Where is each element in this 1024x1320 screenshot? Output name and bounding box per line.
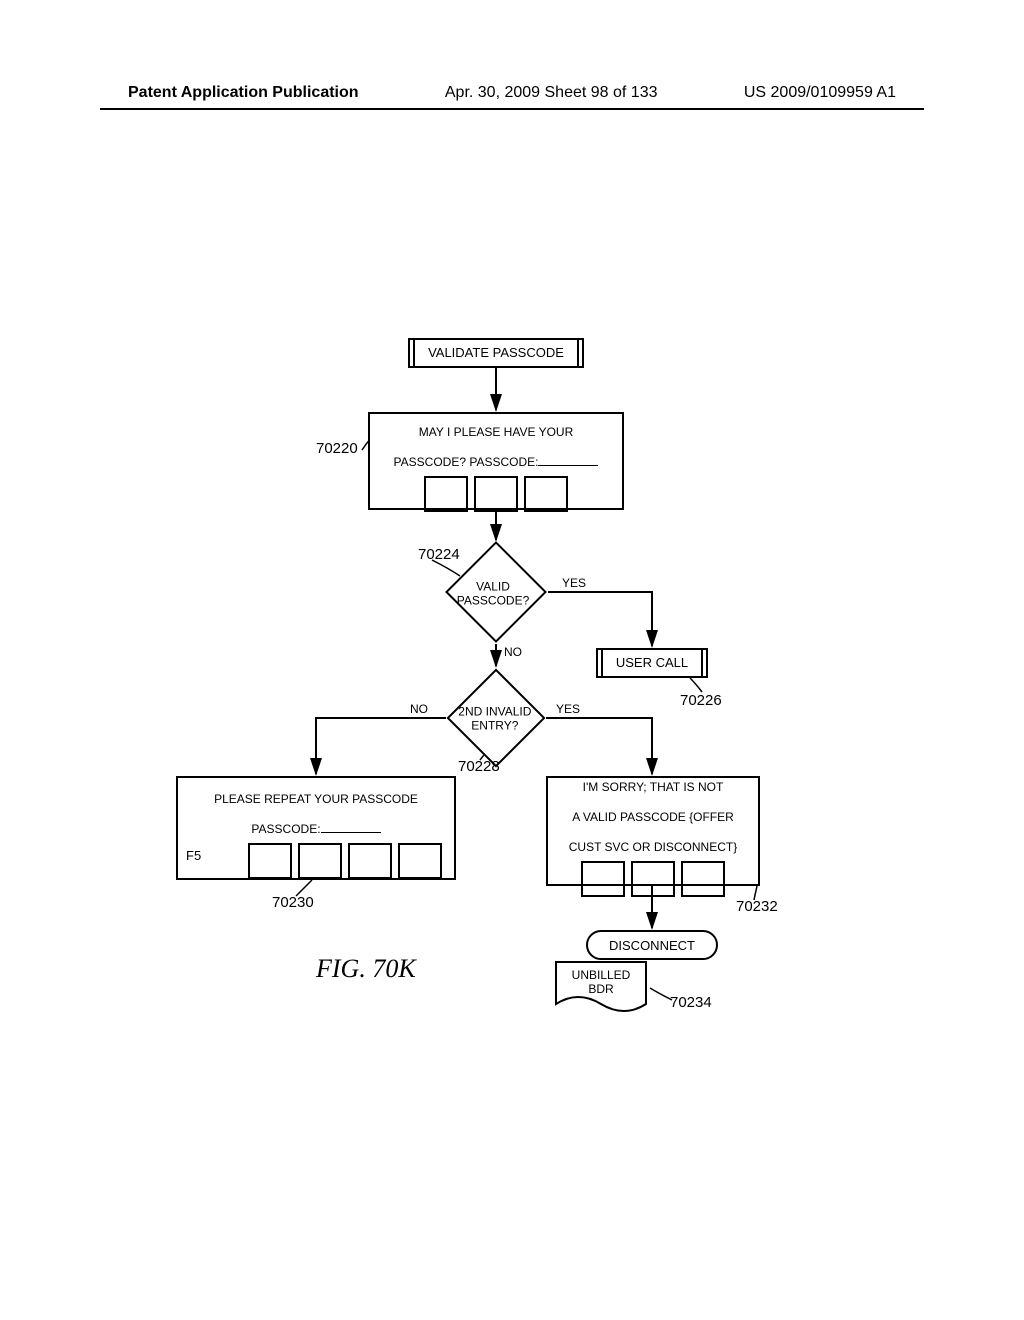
- io-line2: PASSCODE:: [251, 822, 320, 836]
- decision-label: VALIDPASSCODE?: [445, 581, 540, 609]
- io-text: I'M SORRY; THAT IS NOT A VALID PASSCODE …: [556, 765, 750, 855]
- node-label: UNBILLEDBDR: [556, 968, 646, 997]
- io-slots: [378, 476, 614, 512]
- slot: [424, 476, 468, 512]
- io-slots: [186, 843, 446, 879]
- slot: [631, 861, 675, 897]
- edge-label-no: NO: [408, 702, 430, 716]
- slot: [524, 476, 568, 512]
- slot: [581, 861, 625, 897]
- ref-70228: 70228: [458, 758, 500, 775]
- io-text: PLEASE REPEAT YOUR PASSCODE PASSCODE:: [186, 777, 446, 837]
- io-line2: A VALID PASSCODE {OFFER: [572, 810, 734, 824]
- edge-label-yes: YES: [560, 576, 588, 590]
- node-label: USER CALL: [616, 655, 688, 671]
- node-invalid-offer: I'M SORRY; THAT IS NOT A VALID PASSCODE …: [546, 776, 760, 886]
- slot: [474, 476, 518, 512]
- io-line3: CUST SVC OR DISCONNECT}: [569, 840, 737, 854]
- blank-line: [321, 822, 381, 833]
- flowchart-edges: [0, 0, 1024, 1320]
- ref-70224: 70224: [418, 546, 460, 563]
- figure-title: FIG. 70K: [316, 954, 416, 984]
- node-user-call: USER CALL: [596, 648, 708, 678]
- ref-70220: 70220: [316, 440, 358, 457]
- slot: [298, 843, 342, 879]
- ref-70234: 70234: [670, 994, 712, 1011]
- io-slots: [556, 861, 750, 897]
- ref-70226: 70226: [680, 692, 722, 709]
- node-disconnect: DISCONNECT: [586, 930, 718, 960]
- io-line1: MAY I PLEASE HAVE YOUR: [419, 425, 574, 439]
- io-line1: I'M SORRY; THAT IS NOT: [583, 780, 724, 794]
- node-validate-passcode: VALIDATE PASSCODE: [408, 338, 584, 368]
- slot: [681, 861, 725, 897]
- ref-70232: 70232: [736, 898, 778, 915]
- f5-label: F5: [186, 848, 201, 864]
- io-line1: PLEASE REPEAT YOUR PASSCODE: [214, 792, 418, 806]
- slot: [248, 843, 292, 879]
- node-repeat-passcode: PLEASE REPEAT YOUR PASSCODE PASSCODE: F5: [176, 776, 456, 880]
- edge-label-yes: YES: [554, 702, 582, 716]
- flowchart-canvas: VALIDATE PASSCODE MAY I PLEASE HAVE YOUR…: [0, 0, 1024, 1320]
- edge-label-no: NO: [502, 645, 524, 659]
- node-prompt-passcode: MAY I PLEASE HAVE YOUR PASSCODE? PASSCOD…: [368, 412, 624, 510]
- ref-70230: 70230: [272, 894, 314, 911]
- io-line2: PASSCODE? PASSCODE:: [394, 455, 539, 469]
- slot: [348, 843, 392, 879]
- slot: [398, 843, 442, 879]
- node-label: DISCONNECT: [609, 938, 695, 953]
- io-text: MAY I PLEASE HAVE YOUR PASSCODE? PASSCOD…: [378, 410, 614, 470]
- decision-label: 2ND INVALIDENTRY?: [448, 706, 540, 734]
- blank-line: [538, 455, 598, 466]
- node-unbilled-bdr: UNBILLEDBDR: [556, 962, 646, 1014]
- node-label: VALIDATE PASSCODE: [428, 345, 564, 361]
